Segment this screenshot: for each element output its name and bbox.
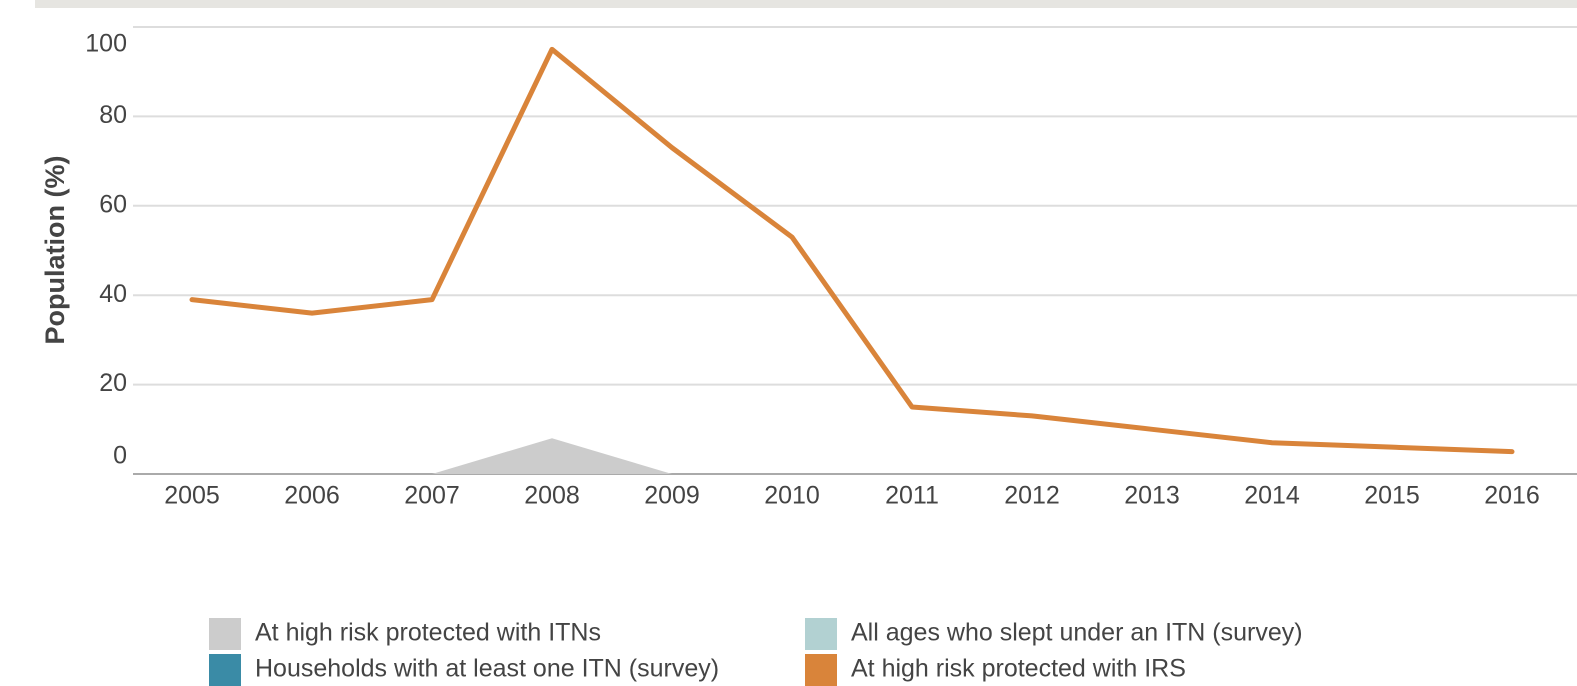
legend-label: All ages who slept under an ITN (survey): [851, 619, 1303, 647]
x-tick-label: 2016: [1484, 482, 1540, 510]
legend-swatch: [805, 618, 837, 650]
x-tick-label: 2014: [1244, 482, 1300, 510]
legend-label: At high risk protected with ITNs: [255, 619, 601, 647]
legend-swatch: [209, 654, 241, 686]
x-tick-label: 2007: [404, 482, 460, 510]
line: [189, 46, 1515, 455]
x-tick-label: 2015: [1364, 482, 1420, 510]
y-tick-label: 40: [99, 280, 127, 308]
area: [432, 438, 672, 474]
y-tick-label: 80: [99, 101, 127, 129]
y-tick-label: 0: [113, 442, 127, 470]
top-band: [35, 0, 1577, 8]
legend-label: At high risk protected with IRS: [851, 655, 1186, 683]
x-tick-label: 2011: [885, 482, 939, 510]
y-tick-label: 20: [99, 369, 127, 397]
x-tick-label: 2006: [284, 482, 340, 510]
x-tick-label: 2008: [524, 482, 580, 510]
x-tick-label: 2013: [1124, 482, 1180, 510]
y-tick-label: 100: [85, 30, 127, 58]
legend-swatch: [805, 654, 837, 686]
y-axis-label: Population (%): [40, 156, 70, 345]
y-tick-label: 60: [99, 190, 127, 218]
x-tick-label: 2012: [1004, 482, 1060, 510]
x-tick-label: 2009: [644, 482, 700, 510]
legend-label: Households with at least one ITN (survey…: [255, 655, 719, 683]
x-tick-label: 2005: [164, 482, 220, 510]
x-tick-label: 2010: [764, 482, 820, 510]
legend-swatch: [209, 618, 241, 650]
